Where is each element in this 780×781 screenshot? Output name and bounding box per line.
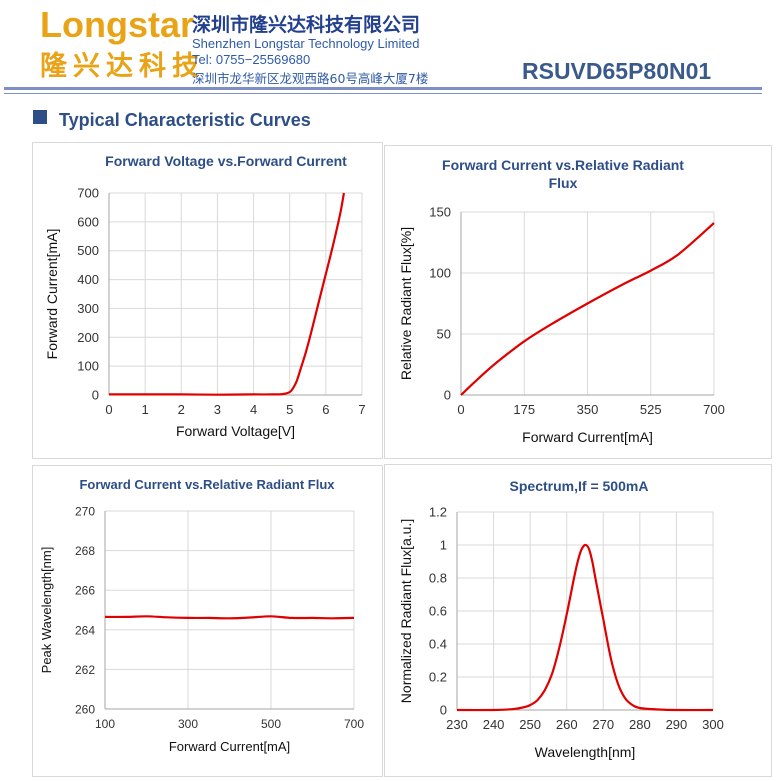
- y-axis-label: Forward Current[mA]: [44, 229, 60, 360]
- chart-title: Spectrum,If = 500mA: [510, 478, 649, 494]
- section-title: Typical Characteristic Curves: [59, 110, 311, 130]
- series-line: [109, 192, 345, 396]
- x-tick-label: 5: [286, 402, 293, 417]
- series-line: [456, 543, 714, 712]
- y-tick-label: 400: [77, 272, 99, 287]
- logo-wordmark: Longstar: [40, 4, 195, 45]
- y-tick-label: 1.2: [429, 505, 447, 520]
- chart-title: Forward Current vs.Relative Radiant Flux: [442, 157, 684, 191]
- x-tick-label: 6: [322, 402, 329, 417]
- y-tick-label: 1: [440, 538, 447, 553]
- x-tick-label: 300: [702, 717, 724, 732]
- company-name-en: Shenzhen Longstar Technology Limited: [192, 36, 420, 51]
- part-number: RSUVD65P80N01: [522, 58, 712, 84]
- y-tick-label: 700: [77, 186, 99, 201]
- x-tick-label: 4: [250, 402, 257, 417]
- company-name-cn: 深圳市隆兴达科技有限公司: [192, 14, 421, 36]
- y-tick-label: 300: [77, 301, 99, 316]
- y-tick-label: 270: [75, 505, 95, 519]
- series-line: [460, 222, 715, 396]
- chart-current-radiant-flux: Forward Current vs.Relative Radiant Flux 0…: [398, 157, 725, 445]
- x-tick-label: 700: [344, 717, 364, 731]
- company-phone: Tel: 0755−25569680: [192, 52, 311, 67]
- y-tick-label: 0.2: [429, 670, 447, 685]
- x-tick-label: 700: [703, 402, 725, 417]
- x-tick-label: 0: [457, 402, 464, 417]
- y-tick-label: 600: [77, 214, 99, 229]
- y-tick-label: 0: [444, 388, 451, 403]
- x-tick-label: 7: [358, 402, 365, 417]
- y-axis-label: Relative Radiant Flux[%]: [398, 227, 414, 380]
- x-tick-label: 0: [105, 402, 112, 417]
- x-tick-label: 260: [556, 717, 578, 732]
- x-tick-label: 250: [519, 717, 541, 732]
- y-tick-label: 266: [75, 584, 95, 598]
- chart-forward-voltage-current: Forward Voltage vs.Forward Current 0 1 2 3 4 5…: [44, 153, 366, 439]
- x-axis-label: Forward Current[mA]: [522, 429, 653, 445]
- chart-panel-vf-if: Forward Voltage vs.Forward Current 0 1 2 3 4 5…: [32, 142, 383, 459]
- company-address: 深圳市龙华新区龙观西路60号高峰大厦7楼: [192, 71, 429, 86]
- y-tick-label: 100: [77, 359, 99, 374]
- x-tick-label: 525: [640, 402, 662, 417]
- x-tick-label: 100: [95, 717, 115, 731]
- y-axis-label: Peak Wavelength[nm]: [39, 547, 54, 674]
- logo-chinese: 隆兴达科技: [40, 51, 205, 82]
- x-axis-label: Wavelength[nm]: [535, 744, 636, 760]
- y-tick-label: 500: [77, 243, 99, 258]
- x-tick-label: 175: [513, 402, 535, 417]
- y-tick-label: 262: [75, 663, 95, 677]
- x-tick-label: 290: [666, 717, 688, 732]
- y-tick-label: 0.6: [429, 604, 447, 619]
- y-tick-label: 260: [75, 703, 95, 717]
- x-tick-label: 1: [142, 402, 149, 417]
- series-line: [104, 615, 355, 620]
- chart-title: Forward Voltage vs.Forward Current: [105, 153, 347, 169]
- y-tick-label: 50: [437, 327, 451, 342]
- x-tick-label: 270: [592, 717, 614, 732]
- x-axis-label: Forward Current[mA]: [169, 739, 290, 754]
- chart-panel-if-flux: Forward Current vs.Relative Radiant Flux 0…: [384, 145, 772, 459]
- x-tick-label: 240: [483, 717, 505, 732]
- y-axis-label: Normalized Radiant Flux[a.u.]: [398, 519, 414, 703]
- x-tick-label: 500: [261, 717, 281, 731]
- chart-spectrum: Spectrum,If = 500mA 230 240 250 260 270 280 290…: [398, 478, 724, 760]
- x-tick-label: 280: [629, 717, 651, 732]
- y-tick-label: 200: [77, 330, 99, 345]
- x-axis-label: Forward Voltage[V]: [176, 423, 295, 439]
- section-bullet-icon: [33, 110, 47, 124]
- y-tick-label: 0.8: [429, 571, 447, 586]
- y-tick-label: 268: [75, 544, 95, 558]
- chart-current-peak-wavelength: Forward Current vs.Relative Radiant Flux…: [39, 477, 364, 754]
- header-divider-thin: [4, 93, 762, 94]
- y-tick-label: 0.4: [429, 637, 447, 652]
- x-tick-label: 230: [446, 717, 468, 732]
- y-tick-label: 0: [440, 703, 447, 718]
- x-tick-label: 350: [577, 402, 599, 417]
- chart-title: Forward Current vs.Relative Radiant Flux: [79, 477, 335, 492]
- chart-panel-spectrum: Spectrum,If = 500mA 230 240 250 260 270 280 290…: [384, 464, 772, 777]
- y-tick-label: 150: [429, 205, 451, 220]
- y-tick-label: 0: [92, 388, 99, 403]
- x-tick-label: 3: [214, 402, 221, 417]
- x-tick-label: 2: [178, 402, 185, 417]
- y-tick-label: 100: [429, 266, 451, 281]
- header-divider: [4, 87, 762, 90]
- y-tick-label: 264: [75, 623, 95, 637]
- x-tick-label: 300: [178, 717, 198, 731]
- chart-panel-if-wavelength: Forward Current vs.Relative Radiant Flux…: [32, 465, 383, 777]
